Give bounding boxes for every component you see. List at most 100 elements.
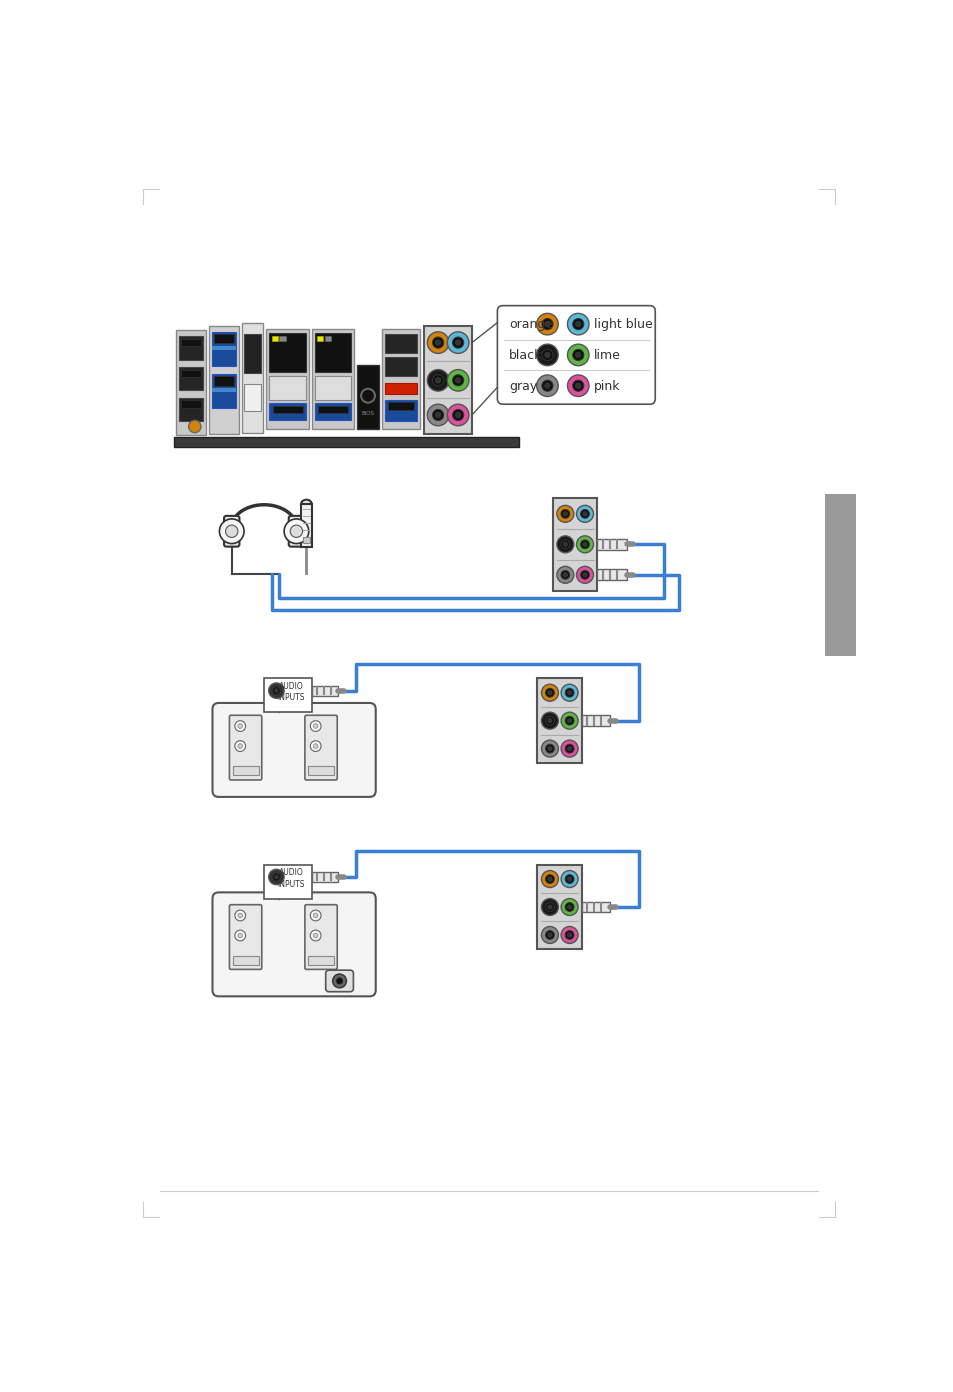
Ellipse shape	[301, 500, 312, 509]
Circle shape	[545, 930, 554, 940]
Bar	[181, 401, 201, 408]
Circle shape	[560, 685, 578, 702]
Circle shape	[427, 404, 449, 426]
Bar	[264, 864, 312, 899]
Circle shape	[432, 409, 443, 420]
Bar	[317, 335, 323, 341]
Circle shape	[580, 509, 589, 518]
Bar	[303, 537, 309, 543]
Circle shape	[572, 380, 583, 391]
Bar	[212, 345, 236, 349]
Circle shape	[219, 519, 244, 543]
Circle shape	[560, 898, 578, 916]
Circle shape	[545, 874, 554, 884]
Bar	[308, 766, 334, 775]
Bar	[181, 369, 201, 377]
Circle shape	[541, 380, 553, 391]
Circle shape	[452, 337, 463, 348]
Bar	[212, 331, 236, 366]
Circle shape	[567, 746, 571, 750]
Circle shape	[336, 977, 342, 984]
Circle shape	[545, 745, 554, 753]
Bar	[273, 405, 302, 412]
Text: lime: lime	[593, 349, 619, 362]
Circle shape	[274, 689, 278, 693]
Circle shape	[541, 685, 558, 702]
Circle shape	[567, 374, 588, 397]
Circle shape	[544, 322, 550, 327]
Bar	[269, 376, 305, 400]
Bar	[301, 504, 312, 547]
Bar	[213, 376, 233, 386]
Bar	[356, 365, 378, 429]
Circle shape	[447, 369, 469, 391]
Circle shape	[310, 741, 321, 752]
Bar	[381, 329, 420, 429]
Circle shape	[310, 930, 321, 941]
Circle shape	[537, 374, 558, 397]
Circle shape	[567, 718, 571, 722]
Circle shape	[547, 877, 552, 881]
Circle shape	[560, 571, 569, 579]
Bar	[823, 494, 856, 656]
Circle shape	[234, 721, 245, 731]
Circle shape	[455, 412, 460, 418]
Bar	[181, 338, 201, 347]
Circle shape	[313, 913, 317, 917]
Circle shape	[452, 374, 463, 386]
Circle shape	[310, 721, 321, 731]
Bar	[210, 327, 238, 434]
Circle shape	[547, 933, 552, 937]
Circle shape	[541, 741, 558, 757]
Bar	[241, 323, 263, 433]
Bar	[213, 334, 233, 344]
Circle shape	[564, 902, 574, 912]
FancyBboxPatch shape	[213, 703, 375, 796]
Bar	[173, 437, 518, 447]
Circle shape	[560, 713, 578, 729]
Bar	[314, 333, 351, 372]
Circle shape	[455, 377, 460, 383]
Circle shape	[544, 383, 550, 388]
Circle shape	[537, 313, 558, 335]
Circle shape	[580, 571, 589, 579]
Circle shape	[432, 374, 443, 386]
Circle shape	[557, 567, 573, 583]
Circle shape	[447, 404, 469, 426]
Circle shape	[547, 905, 552, 909]
Circle shape	[234, 741, 245, 752]
Text: gray: gray	[508, 380, 537, 393]
Circle shape	[435, 340, 440, 345]
Circle shape	[313, 724, 317, 728]
FancyBboxPatch shape	[305, 715, 336, 780]
Circle shape	[575, 352, 580, 358]
Bar	[312, 329, 354, 429]
FancyBboxPatch shape	[289, 516, 304, 547]
Circle shape	[273, 686, 280, 695]
Circle shape	[582, 572, 586, 576]
Circle shape	[576, 505, 593, 522]
Bar	[537, 864, 581, 949]
Circle shape	[576, 536, 593, 553]
Circle shape	[562, 543, 567, 547]
Circle shape	[562, 512, 567, 516]
Circle shape	[567, 933, 571, 937]
Circle shape	[564, 745, 574, 753]
Circle shape	[580, 540, 589, 548]
Circle shape	[333, 974, 346, 988]
Bar	[581, 902, 609, 912]
Bar	[314, 404, 351, 420]
Bar	[597, 539, 626, 550]
Circle shape	[575, 383, 580, 388]
Bar	[272, 335, 277, 341]
Circle shape	[572, 349, 583, 361]
Circle shape	[361, 388, 375, 402]
Bar	[424, 327, 472, 434]
Text: AUDIO
INPUTS: AUDIO INPUTS	[277, 682, 304, 702]
Circle shape	[237, 933, 242, 938]
Bar	[388, 402, 414, 409]
Circle shape	[273, 873, 280, 881]
Circle shape	[537, 344, 558, 366]
Bar	[552, 498, 597, 590]
Circle shape	[435, 412, 440, 418]
